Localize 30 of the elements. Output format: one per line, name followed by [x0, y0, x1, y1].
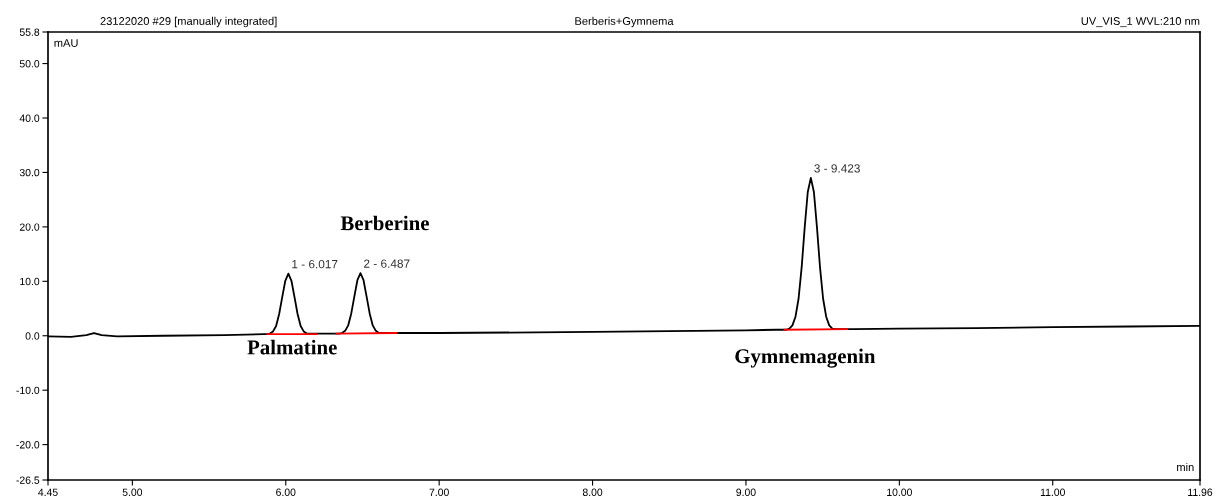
y-tick-label: 50.0 [19, 60, 40, 68]
y-tick-label: 20.0 [19, 223, 40, 231]
y-tick-label: 40.0 [19, 114, 40, 122]
x-tick-label: 7.00 [429, 488, 449, 496]
y-axis-title: mAU [54, 39, 78, 47]
y-tick-label: -10.0 [16, 386, 40, 395]
x-axis-title: min [1177, 462, 1194, 471]
x-tick-label: 8.00 [582, 488, 603, 496]
x-tick-label: 4.45 [38, 488, 58, 496]
x-tick-label: 10.00 [887, 488, 912, 496]
y-tick-label: 10.0 [20, 277, 40, 286]
annotation: Palmatine [247, 339, 337, 355]
chart-title: Berberis+Gymnema [575, 16, 674, 28]
annotation: 1 - 6.017 [292, 260, 338, 269]
x-tick-label: 9.00 [736, 488, 756, 496]
y-tick-label: 30.0 [19, 168, 40, 177]
y-tick-label: 0.0 [25, 332, 40, 340]
annotation: 3 - 9.423 [814, 164, 860, 173]
x-tick-label: 11.96 [1188, 488, 1213, 496]
annotation: Berberine [340, 215, 429, 231]
annotation: Gymnemagenin [735, 348, 876, 368]
y-tick-label: 55.8 [19, 28, 40, 36]
y-tick-label: -26.5 [16, 476, 40, 484]
x-tick-label: 5.00 [122, 488, 143, 496]
x-tick-label: 6.00 [276, 488, 296, 496]
x-tick-label: 11.00 [1040, 488, 1065, 496]
text: UV_VIS_1 WVL:210 nm [1081, 17, 1200, 28]
chart-subtitle: 23122020 #29 [manually integrated] [100, 16, 277, 28]
annotation: 2 - 6.487 [364, 259, 410, 268]
y-tick-label: -20.0 [16, 441, 40, 449]
